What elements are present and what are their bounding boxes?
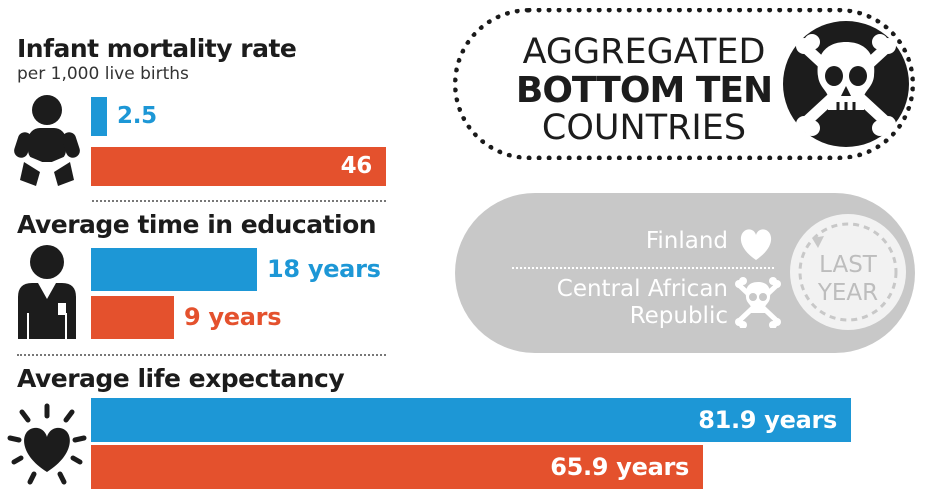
bottom-ten-badge [453,8,915,160]
heart-icon [740,229,772,260]
skull-crossbones-icon [783,21,909,147]
legend-label-car-line2: Republic [629,303,728,329]
bar-value-label: 2.5 [117,102,157,129]
divider [17,354,386,356]
bar-value-label: 46 [340,152,373,179]
skull-crossbones-icon [735,277,781,328]
bar-value-label: 9 years [184,303,282,332]
bar-central-african-republic [91,296,174,339]
badge-line-bottom-ten: BOTTOM TEN [515,70,773,111]
bar-value-label: 65.9 years [550,452,689,481]
chart-subtitle-infant-mortality: per 1,000 live births [17,64,189,84]
bar-value-label: 18 years [267,255,381,284]
chart-title-life-expectancy: Average life expectancy [17,364,345,393]
bar-central-african-republic [91,147,386,186]
badge-line-aggregated: AGGREGATED [522,32,766,72]
charts-panel: Infant mortality rate per 1,000 live bir… [0,0,851,495]
legend-divider [512,267,774,269]
last-year-badge [790,214,906,330]
refresh-arrow-icon [798,222,898,322]
chart-title-infant-mortality: Infant mortality rate [17,34,297,63]
heart-icon [7,403,87,485]
bar-finland [91,398,851,442]
chart-title-education: Average time in education [17,210,377,239]
badge-line-countries: COUNTRIES [541,108,747,148]
legend-label-finland: Finland [645,228,728,254]
divider [92,200,386,202]
baby-icon [14,95,80,186]
legend-label-car-line1: Central African [556,276,728,302]
bar-value-label: 81.9 years [698,405,837,434]
bar-finland [91,97,107,136]
last-year-text-line1: LAST [819,252,877,278]
bar-central-african-republic [91,445,703,489]
bar-finland [91,248,257,291]
last-year-text-line2: YEAR [817,280,879,306]
graduate-icon [18,245,76,339]
